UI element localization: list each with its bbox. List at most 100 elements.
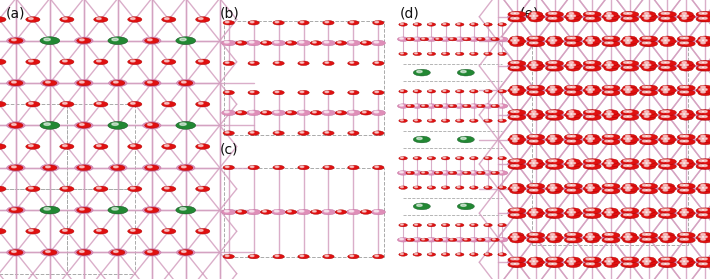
Circle shape — [550, 16, 564, 22]
Circle shape — [625, 88, 639, 93]
Circle shape — [643, 134, 657, 140]
Circle shape — [40, 249, 59, 256]
Circle shape — [486, 157, 488, 158]
Circle shape — [568, 235, 574, 238]
Circle shape — [588, 42, 592, 44]
Circle shape — [435, 171, 443, 175]
Circle shape — [665, 13, 670, 14]
Circle shape — [530, 184, 534, 186]
Circle shape — [568, 188, 582, 194]
Circle shape — [684, 140, 689, 142]
Circle shape — [550, 42, 555, 44]
Circle shape — [569, 13, 574, 14]
Circle shape — [510, 165, 515, 167]
Circle shape — [285, 41, 297, 45]
Circle shape — [665, 89, 670, 90]
Circle shape — [479, 38, 481, 39]
Circle shape — [442, 90, 450, 93]
Circle shape — [608, 64, 613, 66]
Circle shape — [571, 162, 576, 164]
Circle shape — [528, 164, 542, 169]
Circle shape — [44, 250, 50, 252]
Circle shape — [373, 254, 384, 259]
Circle shape — [583, 186, 597, 191]
Circle shape — [482, 238, 493, 242]
Circle shape — [298, 90, 310, 95]
Circle shape — [224, 210, 229, 212]
Circle shape — [77, 80, 91, 86]
Circle shape — [485, 172, 488, 173]
Circle shape — [225, 91, 229, 93]
Circle shape — [165, 229, 169, 231]
Circle shape — [663, 234, 667, 235]
Circle shape — [508, 213, 522, 218]
Circle shape — [681, 161, 695, 167]
Circle shape — [109, 164, 127, 171]
Circle shape — [225, 62, 229, 63]
Circle shape — [527, 41, 541, 47]
Circle shape — [643, 161, 657, 167]
Circle shape — [112, 250, 118, 252]
Circle shape — [428, 38, 432, 39]
Circle shape — [131, 145, 135, 146]
Circle shape — [323, 254, 334, 259]
Circle shape — [435, 37, 443, 41]
Circle shape — [399, 90, 408, 93]
Circle shape — [143, 206, 161, 214]
Circle shape — [528, 61, 542, 66]
Circle shape — [322, 40, 336, 46]
Circle shape — [624, 113, 630, 115]
Circle shape — [621, 61, 635, 66]
Circle shape — [40, 37, 60, 45]
Circle shape — [552, 187, 557, 189]
Circle shape — [567, 66, 581, 71]
Circle shape — [182, 124, 186, 125]
Circle shape — [398, 104, 409, 108]
Circle shape — [545, 16, 559, 22]
Circle shape — [427, 23, 436, 26]
Circle shape — [223, 90, 234, 95]
Circle shape — [498, 172, 503, 173]
Circle shape — [679, 16, 693, 22]
Circle shape — [512, 213, 526, 218]
Circle shape — [443, 120, 446, 121]
Circle shape — [275, 166, 279, 167]
Circle shape — [662, 88, 677, 93]
Circle shape — [510, 17, 515, 19]
Circle shape — [606, 259, 620, 265]
Circle shape — [199, 18, 203, 20]
Circle shape — [454, 238, 465, 242]
Circle shape — [660, 232, 674, 238]
Circle shape — [533, 261, 538, 262]
Circle shape — [508, 11, 522, 17]
Circle shape — [567, 164, 581, 169]
Circle shape — [462, 238, 471, 242]
Circle shape — [196, 17, 210, 22]
Circle shape — [238, 211, 241, 212]
Circle shape — [0, 229, 6, 234]
Circle shape — [699, 64, 706, 66]
Circle shape — [590, 263, 594, 265]
Circle shape — [564, 210, 579, 216]
Circle shape — [602, 85, 616, 91]
Circle shape — [80, 166, 84, 168]
Circle shape — [510, 85, 524, 91]
Circle shape — [9, 165, 23, 170]
Circle shape — [662, 186, 677, 191]
Circle shape — [699, 111, 704, 112]
Circle shape — [645, 111, 649, 112]
Circle shape — [700, 66, 710, 71]
Circle shape — [585, 41, 599, 47]
Circle shape — [500, 23, 502, 25]
Circle shape — [643, 88, 649, 90]
Circle shape — [455, 253, 464, 256]
Circle shape — [469, 223, 478, 227]
Circle shape — [512, 88, 526, 93]
Circle shape — [590, 116, 594, 117]
Circle shape — [530, 134, 545, 140]
Circle shape — [699, 160, 704, 162]
Circle shape — [128, 186, 142, 192]
Circle shape — [698, 36, 710, 42]
Circle shape — [643, 188, 657, 194]
Circle shape — [646, 184, 651, 186]
